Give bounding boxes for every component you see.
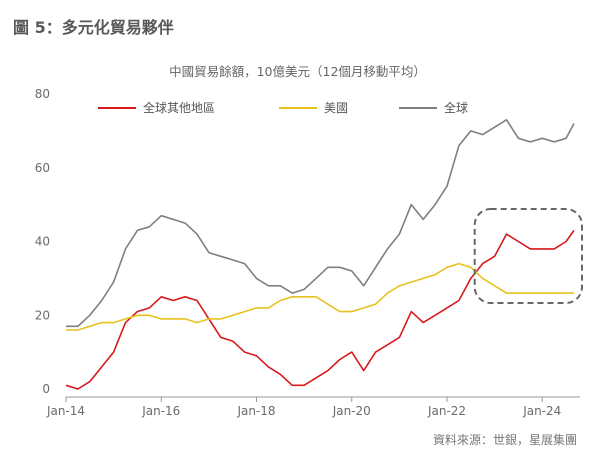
x-tick-label: Jan-22: [427, 404, 466, 418]
x-tick-label: Jan-20: [332, 404, 371, 418]
y-tick-label: 60: [35, 161, 50, 175]
legend-label-2: 美國: [324, 101, 348, 115]
y-tick-label: 40: [35, 235, 50, 249]
series-lines: [65, 119, 575, 390]
y-tick-label: 0: [42, 382, 50, 396]
axes: [65, 396, 580, 402]
legend: 全球其他地區 美國 全球: [98, 100, 468, 115]
y-tick-labels: 0 20 40 60 80: [35, 87, 50, 396]
x-tick-label: Jan-14: [46, 404, 85, 418]
x-tick-label: Jan-16: [141, 404, 180, 418]
figure-title: 圖 5：多元化貿易夥伴: [13, 18, 174, 37]
x-tick-label: Jan-18: [236, 404, 275, 418]
chart-title: 中國貿易餘額，10億美元（12個月移動平均）: [169, 64, 426, 79]
y-tick-label: 80: [35, 87, 50, 101]
series-line-1: [65, 229, 575, 390]
y-tick-label: 20: [35, 308, 50, 322]
series-line-2: [66, 262, 574, 331]
series-line-3: [66, 119, 575, 328]
legend-label-1: 全球其他地區: [143, 100, 215, 115]
highlight-box: [473, 208, 583, 304]
x-tick-label: Jan-24: [522, 404, 561, 418]
legend-label-3: 全球: [444, 100, 468, 115]
source-note: 資料來源：世銀，星展集團: [432, 433, 577, 447]
highlight-annotation: [473, 208, 583, 304]
x-tick-labels: Jan-14 Jan-16 Jan-18 Jan-20 Jan-22 Jan-24: [46, 404, 561, 418]
